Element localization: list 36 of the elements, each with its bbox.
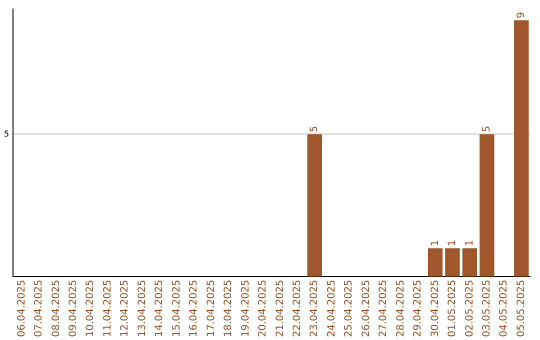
x-tick-label: 23.04.2025 [309,280,320,338]
x-tick-label: 27.04.2025 [378,280,390,338]
x-tick-label: 01.05.2025 [447,280,458,338]
data-label: 5 [482,126,493,132]
x-tick-label: 08.04.2025 [50,280,62,338]
x-tick-label: 11.04.2025 [102,280,114,338]
x-tick-label: 05.05.2025 [516,280,527,338]
x-tick-label: 13.04.2025 [136,280,148,338]
x-tick-label: 14.04.2025 [154,280,166,338]
x-tick-label: 25.04.2025 [344,280,355,338]
x-tick-label: 24.04.2025 [326,280,338,338]
x-tick-label: 06.04.2025 [16,280,28,338]
x-tick-label: 22.04.2025 [292,280,303,338]
x-tick-label: 17.04.2025 [206,280,217,338]
data-label: 1 [464,240,476,246]
x-tick-label: 30.04.2025 [430,280,441,338]
x-tick-label: 03.05.2025 [482,280,493,338]
x-tick-label: 26.04.2025 [360,280,372,338]
x-tick-label: 02.05.2025 [464,280,476,338]
x-tick-label: 09.04.2025 [68,280,79,338]
x-tick-label: 29.04.2025 [412,280,424,338]
x-tick-label: 19.04.2025 [240,280,252,338]
x-tick-label: 12.04.2025 [120,280,131,338]
data-label: 9 [516,12,527,18]
x-tick-label: 15.04.2025 [171,280,182,338]
data-label: 1 [447,240,458,246]
x-tick-label: 16.04.2025 [188,280,200,338]
data-label: 1 [430,240,441,246]
x-tick-label: 18.04.2025 [223,280,234,338]
data-label: 5 [309,126,320,132]
x-tick-label: 20.04.2025 [258,280,269,338]
x-tick-label: 10.04.2025 [85,280,96,338]
x-tick-label: 07.04.2025 [34,280,45,338]
x-tick-label: 04.05.2025 [498,280,510,338]
x-tick-label: 21.04.2025 [274,280,286,338]
x-tick-label: 28.04.2025 [395,280,406,338]
